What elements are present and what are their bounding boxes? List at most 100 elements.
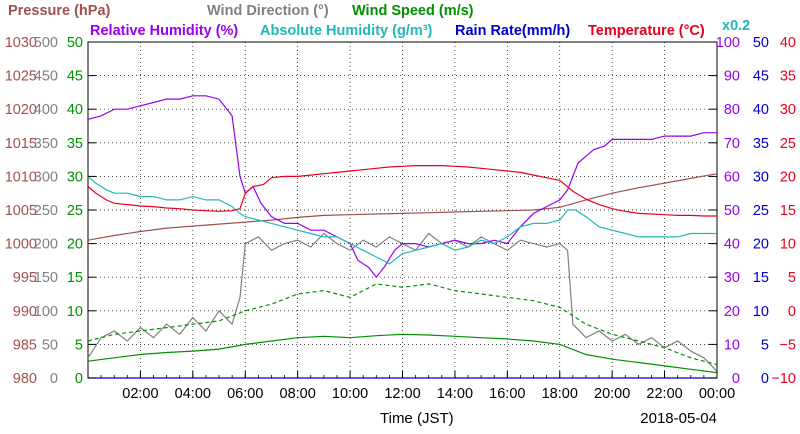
y-tick-label-humidity: 70	[724, 136, 740, 152]
y-tick-label-rain-rate: 10	[753, 304, 769, 320]
y-tick-label-temperature: 30	[780, 102, 796, 118]
scale-note: x0.2	[722, 18, 750, 34]
y-tick-label-rain-rate: 30	[753, 169, 769, 185]
x-tick-label: 02:00	[122, 386, 158, 402]
y-tick-label-wind-speed: 10	[67, 304, 83, 320]
x-tick-label: 22:00	[646, 386, 682, 402]
y-tick-label-humidity: 0	[732, 371, 740, 387]
legend-pressure: Pressure (hPa)	[8, 3, 111, 19]
y-tick-label-pressure: 1025	[5, 69, 37, 85]
y-tick-label-rain-rate: 20	[753, 237, 769, 253]
x-tick-label: 06:00	[227, 386, 263, 402]
y-tick-label-wind-speed: 45	[67, 69, 83, 85]
y-tick-label-pressure: 1015	[5, 136, 37, 152]
x-tick-label: 08:00	[280, 386, 316, 402]
y-tick-label-wind-direction: 450	[34, 69, 58, 85]
y-tick-label-pressure: 980	[13, 371, 37, 387]
y-tick-label-temperature: 35	[780, 69, 796, 85]
series-line	[87, 333, 718, 374]
series-line	[87, 165, 717, 217]
y-tick-label-temperature: −5	[779, 337, 796, 353]
legend-temperature: Temperature (°C)	[588, 23, 705, 39]
y-tick-label-rain-rate: 5	[761, 337, 769, 353]
y-tick-label-rain-rate: 15	[753, 270, 769, 286]
y-tick-label-wind-direction: 50	[42, 337, 58, 353]
y-tick-label-wind-speed: 20	[67, 237, 83, 253]
x-tick-label: 04:00	[175, 386, 211, 402]
date-label: 2018-05-04	[640, 410, 717, 427]
x-axis-label: Time (JST)	[380, 410, 454, 427]
x-tick-label: 12:00	[384, 386, 420, 402]
y-tick-label-wind-direction: 0	[50, 371, 58, 387]
y-tick-label-pressure: 1010	[5, 169, 37, 185]
x-tick-label: 18:00	[542, 386, 578, 402]
y-tick-label-humidity: 20	[724, 304, 740, 320]
x-tick-label: 00:00	[699, 386, 735, 402]
series-line	[87, 175, 717, 265]
y-tick-label-temperature: 0	[788, 304, 796, 320]
y-tick-label-wind-direction: 350	[34, 136, 58, 152]
y-tick-label-rain-rate: 25	[753, 203, 769, 219]
y-tick-label-wind-speed: 30	[67, 169, 83, 185]
y-tick-label-rain-rate: 35	[753, 136, 769, 152]
y-tick-label-wind-direction: 100	[34, 304, 58, 320]
y-tick-label-wind-direction: 150	[34, 270, 58, 286]
y-tick-label-humidity: 40	[724, 237, 740, 253]
left-axes: 9809859909951000100510101015102010251030…	[5, 35, 717, 387]
y-tick-label-rain-rate: 40	[753, 102, 769, 118]
y-tick-label-rain-rate: 45	[753, 69, 769, 85]
y-tick-label-humidity: 90	[724, 69, 740, 85]
y-tick-label-wind-speed: 5	[75, 337, 83, 353]
legend-wind-speed: Wind Speed (m/s)	[352, 3, 474, 19]
y-tick-label-wind-direction: 500	[34, 35, 58, 51]
y-tick-label-temperature: 5	[788, 270, 796, 286]
x-axis: 02:00 04:00 06:00 08:00 10:00 12:00 14:00 16:00…	[87, 371, 735, 402]
y-tick-label-pressure: 1000	[5, 237, 37, 253]
y-tick-label-humidity: 60	[724, 169, 740, 185]
y-tick-label-pressure: 1005	[5, 203, 37, 219]
legend-wind-direction: Wind Direction (°)	[207, 3, 329, 19]
y-tick-label-temperature: 15	[780, 203, 796, 219]
y-tick-label-rain-rate: 50	[753, 35, 769, 51]
y-tick-label-pressure: 995	[13, 270, 37, 286]
y-tick-label-wind-speed: 50	[67, 35, 83, 51]
series-line	[87, 173, 718, 241]
x-tick-label: 16:00	[489, 386, 525, 402]
right-axes: 0102030405060708090100051015202530354045…	[716, 35, 796, 387]
series-line	[87, 95, 717, 279]
y-tick-label-wind-direction: 300	[34, 169, 58, 185]
y-tick-label-pressure: 985	[13, 337, 37, 353]
y-tick-label-wind-direction: 250	[34, 203, 58, 219]
y-tick-label-humidity: 30	[724, 270, 740, 286]
y-tick-label-humidity: 10	[724, 337, 740, 353]
y-tick-label-wind-speed: 15	[67, 270, 83, 286]
y-tick-label-wind-speed: 25	[67, 203, 83, 219]
y-tick-label-wind-direction: 400	[34, 102, 58, 118]
x-tick-label: 14:00	[437, 386, 473, 402]
grid-lines	[88, 42, 717, 378]
series-line	[87, 283, 718, 366]
y-tick-label-temperature: 40	[780, 35, 796, 51]
legend-relative-humidity: Relative Humidity (%)	[90, 23, 238, 39]
x-tick-label: 20:00	[594, 386, 630, 402]
y-tick-label-temperature: 10	[780, 237, 796, 253]
y-tick-label-pressure: 990	[13, 304, 37, 320]
y-tick-label-wind-direction: 200	[34, 237, 58, 253]
x-tick-label: 10:00	[332, 386, 368, 402]
y-tick-label-humidity: 80	[724, 102, 740, 118]
series-layer	[87, 95, 718, 379]
y-tick-label-pressure: 1030	[5, 35, 37, 51]
y-tick-label-wind-speed: 0	[75, 371, 83, 387]
legend-rain-rate: Rain Rate(mm/h)	[455, 23, 570, 39]
y-tick-label-wind-speed: 40	[67, 102, 83, 118]
y-tick-label-temperature: 25	[780, 136, 796, 152]
y-tick-label-temperature: 20	[780, 169, 796, 185]
y-tick-label-rain-rate: 0	[761, 371, 769, 387]
y-tick-label-pressure: 1020	[5, 102, 37, 118]
y-tick-label-humidity: 100	[716, 35, 740, 51]
legend-absolute-humidity: Absolute Humidity (g/m³)	[260, 23, 433, 39]
y-tick-label-humidity: 50	[724, 203, 740, 219]
y-tick-label-wind-speed: 35	[67, 136, 83, 152]
y-tick-label-temperature: −10	[771, 371, 796, 387]
